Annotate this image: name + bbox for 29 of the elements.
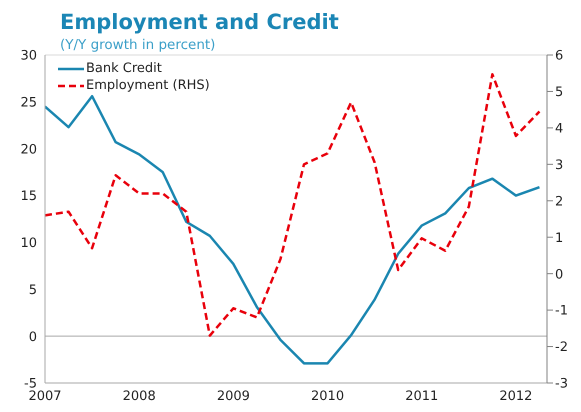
y2-tick-label: -3	[555, 376, 568, 392]
y2-tick-label: 5	[555, 85, 564, 100]
x-tick-label: 2008	[122, 389, 156, 404]
x-tick-label: 2010	[311, 389, 344, 404]
chart-title: Employment and Credit	[60, 10, 339, 34]
y2-tick-label: -2	[555, 340, 568, 356]
x-tick-label: 2007	[28, 389, 62, 404]
y2-tick-label: 2	[555, 194, 564, 210]
line-series	[45, 73, 541, 337]
x-tick-label: 2012	[499, 389, 532, 404]
y2-tick-label: 3	[555, 158, 564, 173]
x-tick-label: 2011	[405, 389, 438, 404]
y2-tick-label: 6	[555, 48, 564, 64]
y-tick-label: 25	[20, 95, 37, 110]
chart-subtitle: (Y/Y growth in percent)	[60, 37, 216, 53]
legend-label: Bank Credit	[86, 60, 162, 77]
y2-tick-label: -1	[555, 304, 568, 319]
y-tick-label: 5	[28, 282, 37, 298]
y2-tick-label: 0	[555, 267, 564, 282]
y-tick-label: 20	[20, 142, 37, 158]
y-tick-label: 15	[20, 189, 37, 204]
y-tick-label: 0	[28, 330, 37, 345]
line-series	[45, 94, 541, 365]
y2-tick-label: 1	[555, 230, 564, 246]
x-tick-label: 2009	[216, 389, 250, 404]
y-tick-label: 10	[20, 236, 37, 252]
y2-tick-label: 4	[555, 122, 564, 137]
legend-label: Employment (RHS)	[86, 77, 210, 94]
y-tick-label: 30	[20, 48, 37, 64]
